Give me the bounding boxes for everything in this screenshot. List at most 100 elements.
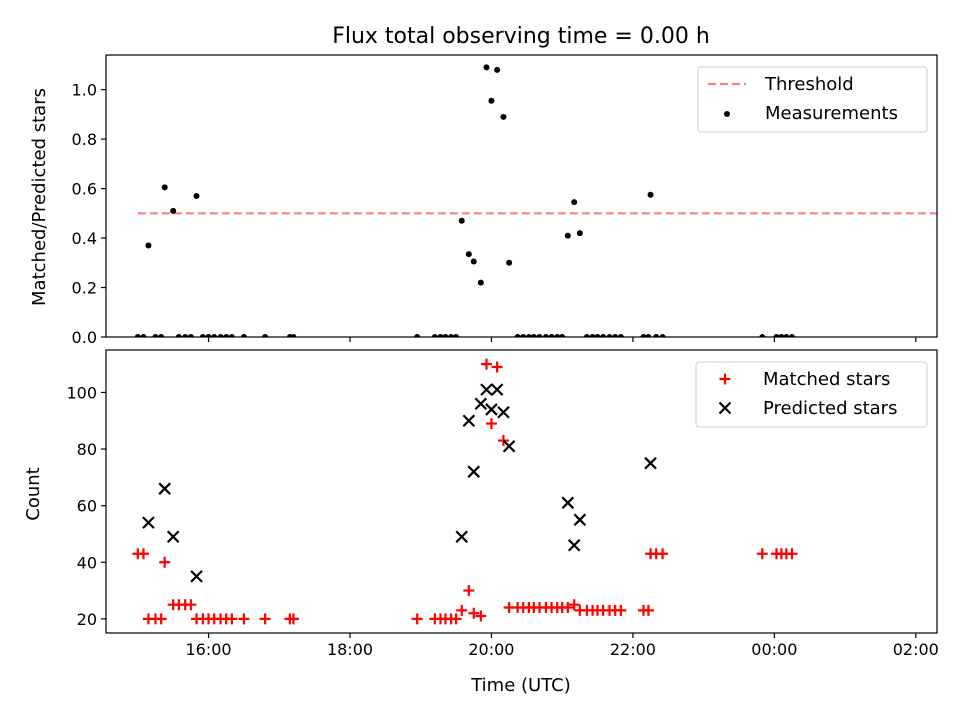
chart-title: Flux total observing time = 0.00 h	[332, 24, 710, 49]
measurement-point	[134, 334, 141, 337]
legend-predicted-swatch	[718, 401, 732, 415]
matched-star-point	[642, 604, 654, 616]
matched-star-point	[480, 358, 492, 370]
matched-star-point	[562, 602, 574, 614]
bottom-legend-box	[695, 361, 928, 428]
legend-measurement-swatch	[724, 111, 730, 117]
measurement-point	[488, 97, 495, 104]
measurement-point	[187, 334, 194, 337]
matched-star-point	[137, 548, 149, 560]
predicted-star-point	[485, 403, 498, 416]
matched-star-point	[657, 548, 669, 560]
bottom-x-tick-label: 02:00	[893, 640, 939, 659]
matched-star-point	[463, 585, 475, 597]
measurement-point	[548, 334, 555, 337]
measurement-point	[594, 334, 601, 337]
matched-star-point	[485, 418, 497, 430]
predicted-star-point	[573, 513, 587, 527]
measurement-point	[437, 334, 444, 337]
top-legend-label: Threshold	[764, 74, 854, 95]
bottom-x-tick-label: 22:00	[610, 640, 656, 659]
bottom-y-tick-label: 20	[77, 610, 97, 629]
measurement-point	[773, 334, 780, 337]
matched-star-point	[615, 604, 627, 616]
measurement-point	[442, 334, 449, 337]
measurement-point	[500, 113, 507, 120]
measurement-point	[789, 334, 796, 337]
bottom-ylabel: Count	[23, 467, 44, 520]
predicted-star-point	[490, 383, 504, 396]
measurement-point	[559, 334, 566, 337]
bottom-y-tick-label: 40	[77, 553, 97, 572]
measurement-point	[583, 334, 590, 337]
measurement-point	[542, 334, 549, 337]
predicted-star-point	[567, 538, 581, 552]
matched-star-point	[411, 613, 423, 625]
predicted-star-point	[190, 570, 203, 583]
matched-star-point	[756, 548, 768, 560]
measurement-point	[506, 259, 513, 266]
measurement-point	[520, 334, 527, 337]
predicted-star-point	[455, 530, 469, 544]
measurement-point	[152, 334, 159, 337]
legend-matched-swatch	[719, 373, 731, 385]
predicted-star-point	[142, 516, 155, 529]
top-marks	[134, 64, 937, 337]
measurement-point	[205, 334, 212, 337]
bottom-x-tick-label: 20:00	[468, 640, 514, 659]
bottom-x-tick-label: 16:00	[185, 640, 231, 659]
measurement-point	[589, 334, 596, 337]
top-legend: Threshold Measurements	[697, 66, 928, 133]
top-legend-box	[697, 66, 928, 133]
top-y-tick-label: 1.0	[72, 81, 97, 100]
measurement-point	[576, 230, 583, 237]
measurement-point	[211, 334, 218, 337]
predicted-star-point	[480, 383, 493, 396]
measurement-point	[640, 334, 647, 337]
bottom-x-tick-label: 18:00	[327, 640, 373, 659]
bottom-y-tick-label: 60	[77, 497, 97, 516]
top-legend-label: Measurements	[765, 103, 898, 124]
bottom-marks	[132, 358, 798, 625]
measurement-point	[161, 184, 168, 191]
measurement-point	[612, 334, 619, 337]
matched-star-point	[491, 361, 503, 373]
measurement-point	[645, 334, 652, 337]
bottom-y-tick-label: 100	[66, 383, 97, 402]
measurement-point	[514, 334, 521, 337]
measurement-point	[228, 334, 235, 337]
measurement-point	[414, 334, 421, 337]
measurement-point	[554, 334, 561, 337]
measurement-point	[477, 279, 484, 286]
measurement-point	[240, 334, 247, 337]
measurement-point	[140, 334, 147, 337]
matched-star-point	[238, 613, 250, 625]
measurement-point	[606, 334, 613, 337]
top-y-tick-label: 0.6	[72, 180, 97, 199]
predicted-star-point	[644, 456, 657, 470]
predicted-star-point	[462, 414, 476, 428]
predicted-star-point	[497, 405, 510, 419]
measurement-point	[525, 334, 532, 337]
measurement-point	[458, 217, 465, 224]
measurement-point	[453, 334, 460, 337]
predicted-star-point	[467, 465, 481, 478]
matched-star-point	[155, 613, 167, 625]
matched-star-point	[159, 556, 171, 568]
matched-star-point	[287, 613, 299, 625]
measurement-point	[223, 334, 230, 337]
top-plot-area: 0.0 0.2 0.4 0.6 0.8 1.0 Threshold Measurements	[72, 54, 938, 347]
matched-star-point	[226, 613, 238, 625]
measurement-point	[483, 64, 490, 71]
measurement-point	[217, 334, 224, 337]
measurement-point	[145, 242, 152, 249]
predicted-star-point	[166, 530, 180, 544]
bottom-legend-label: Matched stars	[763, 369, 890, 390]
measurement-point	[647, 191, 654, 198]
measurement-point	[564, 232, 571, 239]
measurement-point	[571, 199, 578, 206]
measurement-point	[182, 334, 189, 337]
bottom-axes-frame	[105, 349, 938, 634]
measurement-point	[290, 334, 297, 337]
measurement-point	[175, 334, 182, 337]
